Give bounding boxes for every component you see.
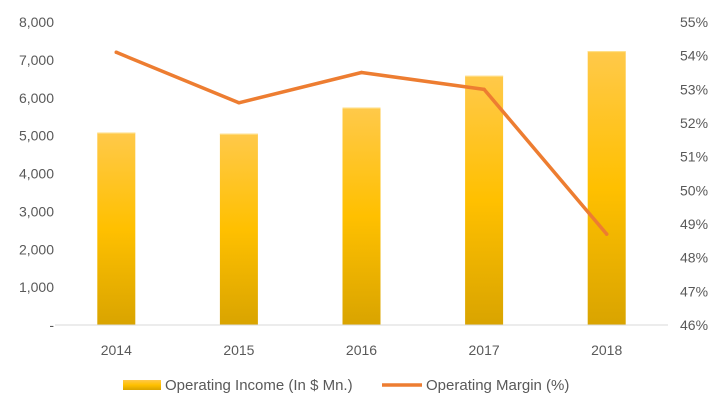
right-tick-label: 47%	[680, 283, 708, 299]
line-point	[604, 232, 609, 236]
left-tick-label: 1,000	[19, 279, 54, 295]
right-tick-label: 55%	[680, 14, 708, 30]
bar	[342, 107, 381, 325]
right-tick-label: 46%	[680, 317, 708, 333]
x-axis: 2014 2015 2016 2017 2018	[101, 342, 623, 358]
line-point	[482, 87, 486, 92]
x-tick-label: 2014	[101, 342, 132, 358]
left-tick-label: 8,000	[19, 14, 54, 30]
legend-swatch-operating-income	[123, 380, 161, 390]
bar	[97, 132, 136, 325]
legend-label-operating-margin: Operating Margin (%)	[426, 377, 569, 394]
line-point	[237, 101, 241, 105]
line-point	[359, 70, 364, 75]
right-tick-label: 48%	[680, 250, 708, 266]
right-tick-label: 54%	[680, 48, 708, 64]
left-tick-label: 3,000	[19, 203, 54, 219]
left-tick-label: 2,000	[19, 241, 54, 257]
left-axis: - 1,000 2,000 3,000 4,000 5,000 6,000 7,000 8,00…	[19, 14, 54, 333]
line-series	[114, 50, 609, 236]
left-tick-label: 7,000	[19, 52, 54, 68]
right-axis: 46% 47% 48% 49% 50% 51% 52% 53% 54% 55%	[680, 14, 708, 333]
right-tick-label: 50%	[680, 182, 708, 198]
left-tick-label: 6,000	[19, 90, 54, 106]
right-tick-label: 52%	[680, 115, 708, 131]
legend: Operating Income (In $ Mn.) Operating Ma…	[123, 377, 569, 394]
bar	[465, 75, 504, 325]
x-tick-label: 2015	[223, 342, 254, 358]
right-tick-label: 49%	[680, 216, 708, 232]
left-tick-label: 4,000	[19, 166, 54, 182]
bar	[587, 51, 626, 325]
x-tick-label: 2017	[469, 342, 500, 358]
right-tick-label: 53%	[680, 81, 708, 97]
bar-series	[97, 51, 626, 325]
line-point	[114, 50, 119, 55]
legend-label-operating-income: Operating Income (In $ Mn.)	[165, 377, 353, 394]
left-tick-label: -	[49, 317, 54, 333]
right-tick-label: 51%	[680, 149, 708, 165]
x-tick-label: 2016	[346, 342, 377, 358]
bar	[219, 133, 258, 325]
x-tick-label: 2018	[591, 342, 622, 358]
left-tick-label: 5,000	[19, 128, 54, 144]
